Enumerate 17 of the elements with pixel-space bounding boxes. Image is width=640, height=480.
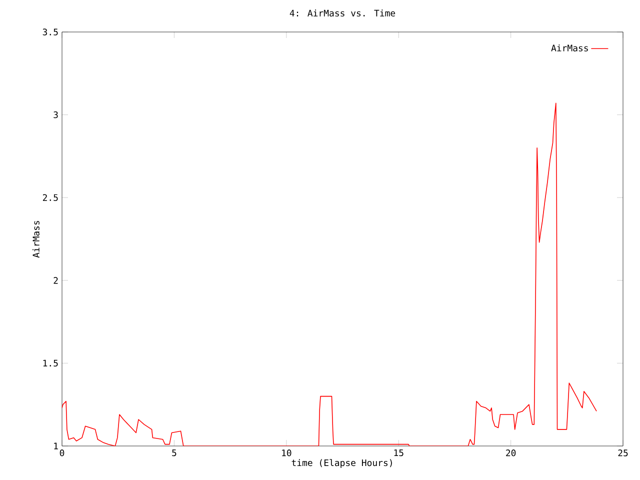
line-series	[62, 102, 597, 446]
x-tick-label: 10	[282, 450, 292, 456]
legend-label: AirMass	[551, 44, 588, 52]
y-tick-label: 1.5	[43, 360, 58, 367]
x-tick-label: 5	[172, 450, 176, 456]
y-tick-label: 2.5	[42, 194, 58, 201]
y-tick-label: 3.5	[42, 28, 58, 36]
x-tick-label: 15	[394, 450, 404, 456]
x-axis-title: time (Elapse Hours)	[292, 459, 392, 468]
x-tick-label: 25	[618, 450, 628, 456]
y-tick-label: 3	[54, 111, 58, 118]
y-tick-label: 1	[54, 442, 58, 450]
chart-title: 4: AirMass vs. Time	[290, 10, 396, 16]
x-tick-label: 0	[60, 450, 64, 456]
x-tick-label: 20	[506, 450, 516, 456]
y-tick-label: 2	[54, 277, 58, 284]
y-axis-title: AirMass	[32, 220, 40, 258]
